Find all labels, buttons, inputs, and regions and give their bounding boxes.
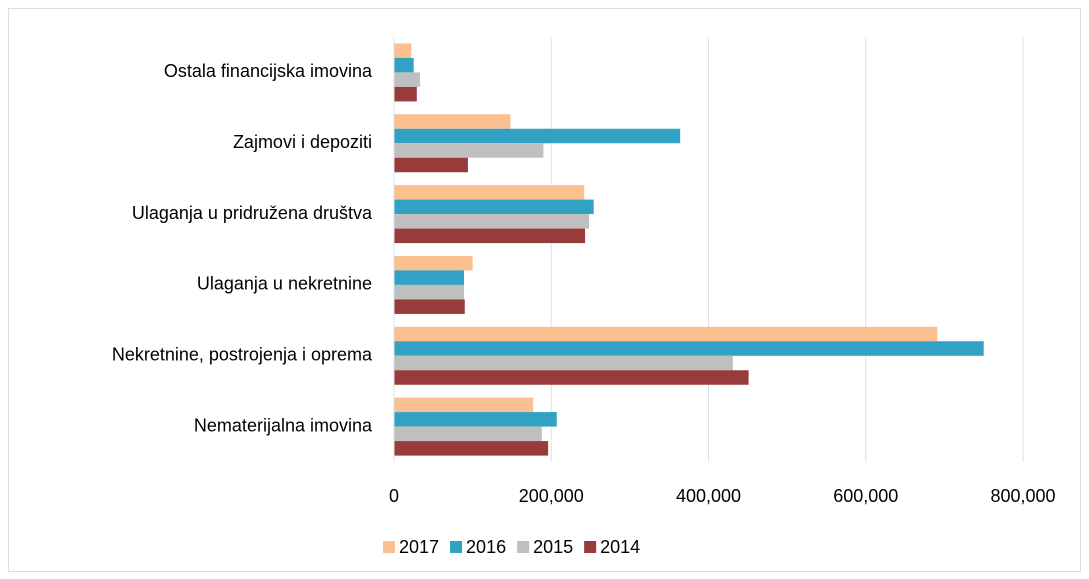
y-tick-label: Nekretnine, postrojenja i oprema bbox=[112, 345, 373, 365]
bar bbox=[394, 86, 417, 102]
bar bbox=[394, 299, 465, 314]
legend-label: 2017 bbox=[399, 537, 439, 557]
y-tick-label: Ostala financijska imovina bbox=[164, 61, 373, 81]
bar bbox=[394, 228, 586, 244]
bar bbox=[394, 43, 412, 58]
bar bbox=[394, 214, 589, 229]
y-tick-label: Zajmovi i depoziti bbox=[233, 132, 372, 152]
bar bbox=[394, 199, 594, 215]
bar bbox=[394, 326, 938, 342]
y-tick-label: Ulaganja u nekretnine bbox=[197, 274, 372, 294]
legend-swatch bbox=[517, 541, 530, 553]
bar bbox=[394, 355, 733, 371]
bar bbox=[394, 255, 473, 271]
legend-label: 2014 bbox=[600, 537, 640, 557]
bar bbox=[394, 128, 681, 144]
legend-swatch bbox=[450, 541, 463, 553]
x-tick-label: 200,000 bbox=[519, 486, 584, 506]
legend-label: 2016 bbox=[466, 537, 506, 557]
bar bbox=[394, 284, 464, 300]
bar bbox=[394, 157, 468, 173]
y-tick-label: Nematerijalna imovina bbox=[194, 415, 373, 435]
bar bbox=[394, 341, 984, 356]
bar bbox=[394, 426, 542, 442]
legend-swatch bbox=[584, 541, 597, 553]
bar bbox=[394, 143, 544, 158]
bar bbox=[394, 397, 534, 413]
bar bbox=[394, 270, 464, 285]
y-tick-label: Ulaganja u pridružena društva bbox=[132, 203, 373, 223]
x-tick-label: 800,000 bbox=[990, 486, 1055, 506]
x-tick-label: 400,000 bbox=[676, 486, 741, 506]
legend-label: 2015 bbox=[533, 537, 573, 557]
bar bbox=[394, 57, 414, 73]
legend-swatch bbox=[383, 541, 395, 553]
bar bbox=[394, 72, 420, 87]
bar bbox=[394, 185, 585, 200]
bar bbox=[394, 114, 511, 129]
x-tick-label: 600,000 bbox=[833, 486, 898, 506]
x-tick-label: 0 bbox=[389, 486, 399, 506]
bar bbox=[394, 370, 749, 385]
bar bbox=[394, 441, 549, 456]
bar bbox=[394, 412, 557, 427]
chart-frame bbox=[8, 8, 1081, 572]
